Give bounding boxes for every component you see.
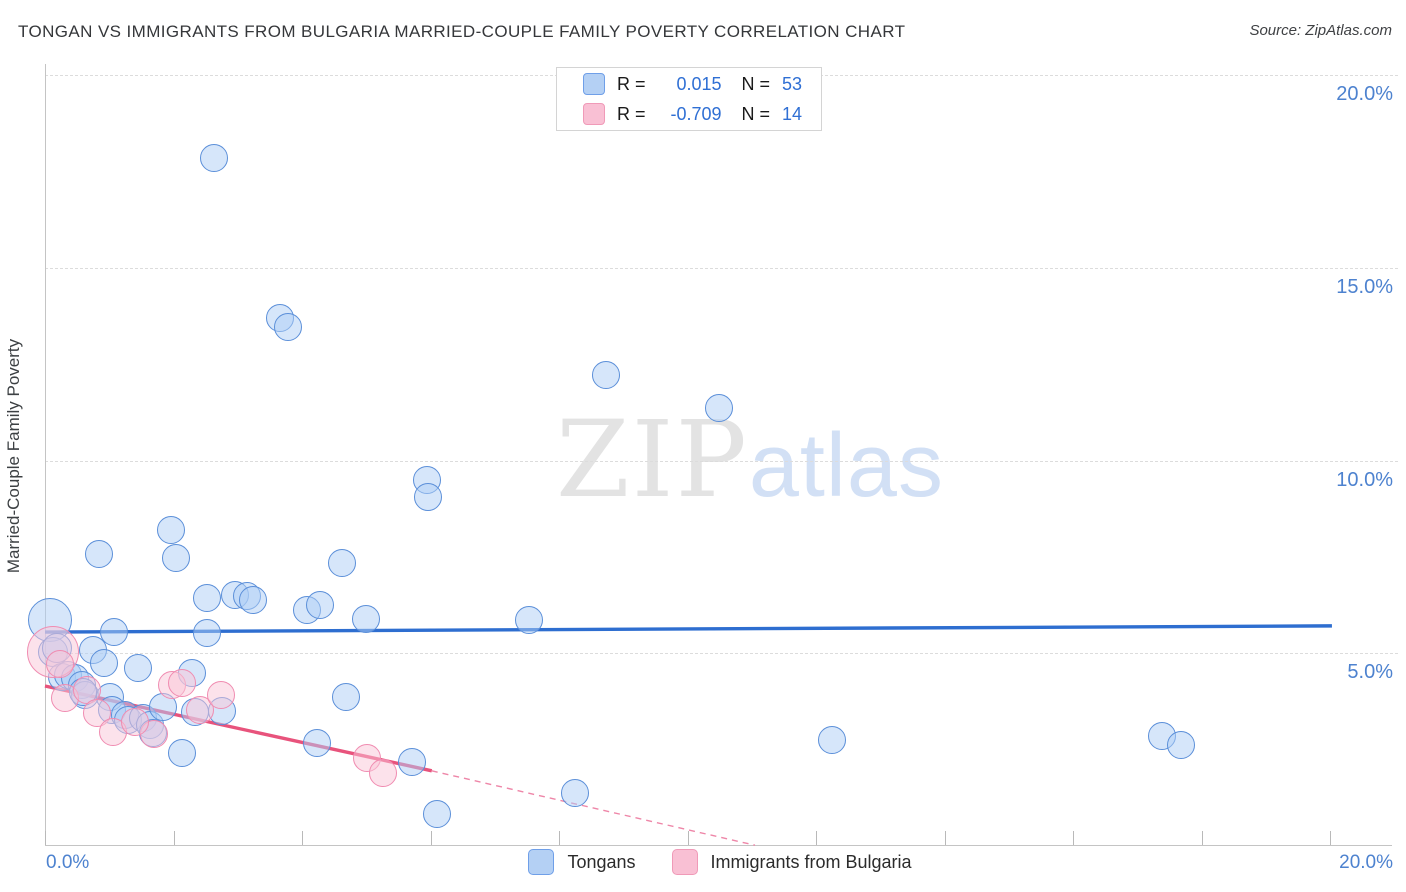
data-point-bulgaria[interactable] [45,650,74,679]
data-point-tongans[interactable] [352,604,381,633]
gridline-10.0% [45,460,1398,462]
data-point-tongans[interactable] [704,394,733,423]
data-point-tongans[interactable] [192,619,221,648]
data-point-tongans[interactable] [305,591,334,620]
tongans-legend-label: Tongans [567,851,636,872]
bulgaria-legend-label: Immigrants from Bulgaria [710,851,912,872]
bulgaria-legend-swatch-icon [671,849,698,875]
legend-row-bulgaria: R = -0.709 N = 14 [583,102,821,127]
data-point-tongans[interactable] [413,483,442,512]
data-point-tongans[interactable] [818,725,847,754]
data-point-tongans[interactable] [239,586,268,615]
x-tick [430,831,432,845]
tongans-legend-swatch-icon [528,849,555,875]
x-tick [1330,831,1331,845]
x-tick [1073,831,1074,845]
legend-row-tongans: R = 0.015 N = 53 [583,72,821,97]
bulgaria-swatch-icon [583,103,605,125]
x-tick [173,831,175,845]
data-point-tongans[interactable] [397,748,426,777]
zipatlas-watermark: ZIPatlas [556,398,944,521]
r-label: R = [617,73,646,94]
data-point-bulgaria[interactable] [120,707,149,736]
trendline-bulgaria-dashed [431,770,756,846]
x-tick [1201,831,1203,845]
chart-title: TONGAN VS IMMIGRANTS FROM BULGARIA MARRI… [18,22,906,41]
x-axis-label-min: 0.0% [46,852,90,873]
y-tick-label: 15.0% [1336,275,1393,298]
x-tick [302,831,303,845]
y-tick-label: 10.0% [1336,468,1393,491]
tongans-n-value: 53 [782,73,803,94]
data-point-tongans[interactable] [273,313,302,342]
data-point-tongans[interactable] [84,540,113,569]
data-point-tongans[interactable] [156,515,185,544]
data-point-tongans[interactable] [124,653,153,682]
bulgaria-n-value: 14 [782,103,803,124]
bulgaria-r-value: -0.709 [670,103,722,124]
correlation-legend-box: R = 0.015 N = 53 R = -0.709 N = 14 [556,67,822,131]
r-label: R = [617,103,646,124]
data-point-tongans[interactable] [514,606,543,635]
y-axis-line [45,64,46,845]
series-legend: Tongans Immigrants from Bulgaria [34,849,1406,875]
x-tick [687,831,689,845]
y-tick-label: 5.0% [1347,661,1393,684]
data-point-tongans[interactable] [162,544,191,573]
data-point-tongans[interactable] [199,143,228,172]
data-point-tongans[interactable] [327,549,356,578]
data-point-tongans[interactable] [90,648,119,677]
gridline-5.0% [45,653,1398,655]
data-point-bulgaria[interactable] [207,680,236,709]
n-label: N = [741,103,771,124]
x-axis-label-max: 20.0% [1339,852,1393,873]
data-point-tongans[interactable] [1166,730,1195,759]
tongans-swatch-icon [583,73,605,95]
data-point-bulgaria[interactable] [167,668,196,697]
data-point-tongans[interactable] [302,729,331,758]
source-attribution: Source: ZipAtlas.com [1249,22,1392,39]
data-point-tongans[interactable] [591,360,620,389]
x-axis-line [45,845,1392,846]
trendline-tongans-solid [44,624,1332,634]
y-axis-title: Married-Couple Family Poverty [4,338,23,574]
data-point-tongans[interactable] [422,800,451,828]
gridline-15.0% [45,267,1398,269]
x-tick [816,831,817,845]
x-tick [559,831,560,845]
x-tick [45,831,46,845]
data-point-tongans[interactable] [331,683,360,712]
data-point-tongans[interactable] [192,584,221,613]
legend-item-bulgaria[interactable]: Immigrants from Bulgaria [671,849,912,875]
y-tick-label: 20.0% [1336,83,1393,105]
x-tick [944,831,946,845]
data-point-tongans[interactable] [561,779,590,808]
data-point-bulgaria[interactable] [368,759,397,788]
n-label: N = [741,73,771,94]
data-point-tongans[interactable] [167,739,196,768]
watermark-atlas-text: atlas [748,416,944,516]
legend-item-tongans[interactable]: Tongans [528,849,636,875]
tongans-r-value: 0.015 [676,73,722,94]
